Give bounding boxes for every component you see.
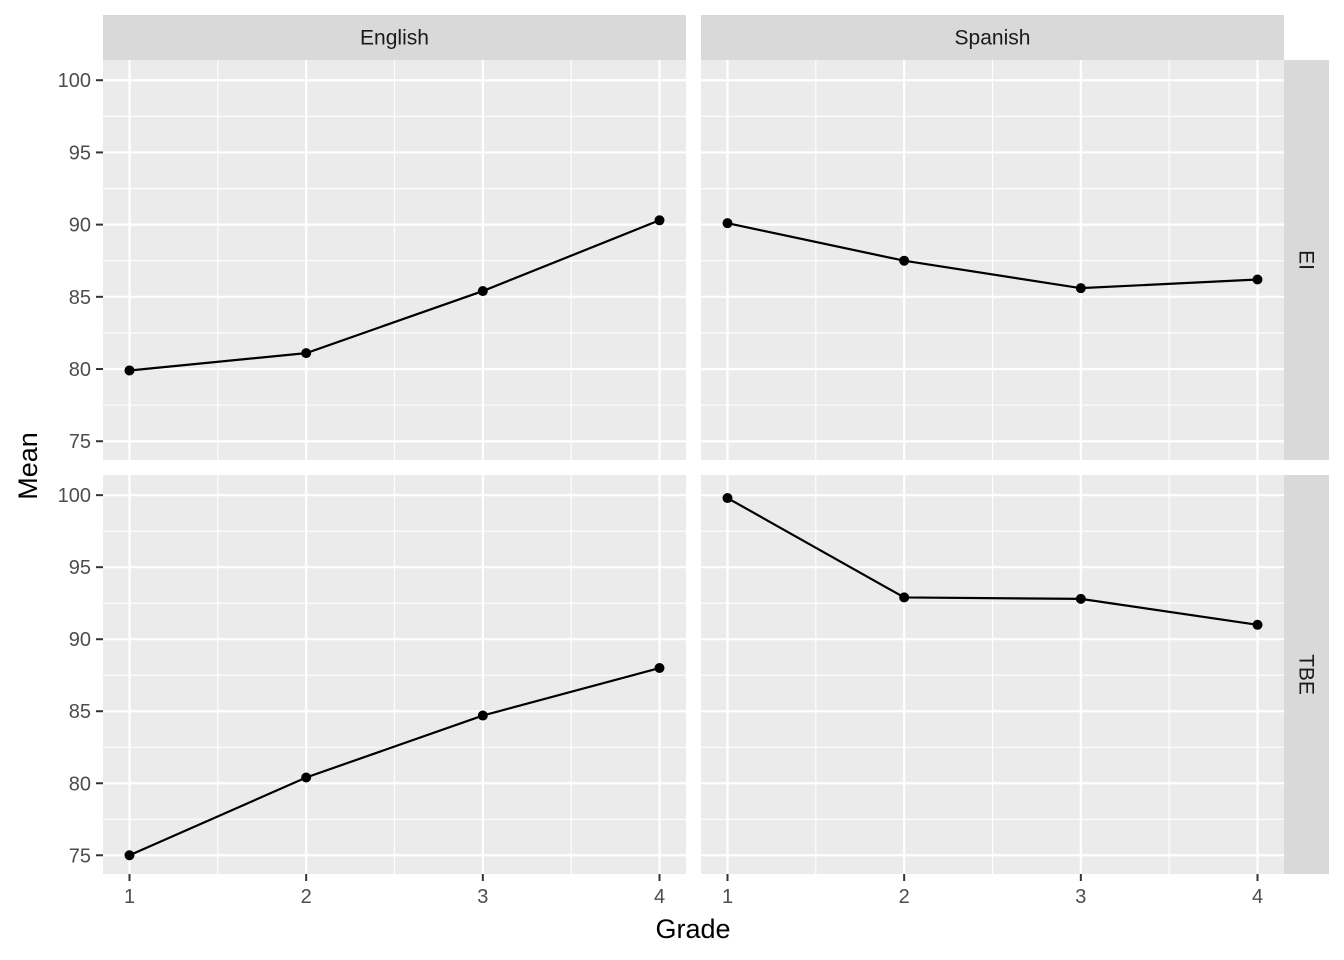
series-line xyxy=(129,666,660,857)
data-point xyxy=(1075,593,1086,604)
strip-label: TBE xyxy=(1295,654,1318,695)
strip-ei: EI xyxy=(1284,60,1329,460)
panels-layer xyxy=(103,60,1284,874)
y-tick-label: 100 xyxy=(58,485,91,507)
strip-label: English xyxy=(360,27,429,50)
strip-background xyxy=(1284,60,1329,460)
data-point xyxy=(301,348,312,359)
data-point xyxy=(1252,274,1263,285)
strip-tbe: TBE xyxy=(1284,475,1329,874)
data-point xyxy=(124,365,135,376)
x-axis-title: Grade xyxy=(655,914,730,944)
y-tick-label: 85 xyxy=(69,287,91,309)
x-tick-label: 4 xyxy=(1252,886,1263,908)
strip-background xyxy=(701,15,1284,60)
strips-layer: English Spanish EI TBE xyxy=(103,15,1329,874)
y-tick-label: 90 xyxy=(69,215,91,237)
data-point xyxy=(899,255,910,266)
y-axis-title: Mean xyxy=(13,432,43,500)
data-point xyxy=(1075,283,1086,294)
x-tick-label: 2 xyxy=(899,886,910,908)
x-tick-label: 1 xyxy=(124,886,135,908)
panel-english-ei xyxy=(103,60,686,460)
panel-spanish-ei xyxy=(701,60,1284,460)
series-line xyxy=(727,222,1258,290)
strip-english: English xyxy=(103,15,686,60)
series-line xyxy=(129,219,660,372)
panel-spanish-tbe xyxy=(701,475,1284,874)
axes-layer: 75 80 85 90 95 100 75 80 85 90 95 100 1 2 3 4 1 2 3 4 xyxy=(58,70,1263,908)
data-point xyxy=(722,218,733,229)
panel-english-tbe xyxy=(103,475,686,874)
strip-background xyxy=(103,15,686,60)
y-tick-label: 90 xyxy=(69,629,91,651)
y-tick-label: 95 xyxy=(69,142,91,164)
y-tick-label: 85 xyxy=(69,701,91,723)
data-point xyxy=(899,592,910,603)
x-tick-label: 3 xyxy=(477,886,488,908)
x-tick-label: 4 xyxy=(654,886,665,908)
data-point xyxy=(477,286,488,297)
x-tick-label: 1 xyxy=(722,886,733,908)
data-point xyxy=(654,215,665,226)
strip-label: Spanish xyxy=(955,27,1031,50)
data-point xyxy=(1252,619,1263,630)
data-point xyxy=(654,663,665,674)
y-tick-label: 75 xyxy=(69,845,91,867)
series-line xyxy=(726,497,1258,626)
y-tick-label: 95 xyxy=(69,557,91,579)
y-tick-label: 75 xyxy=(69,431,91,453)
y-tick-label: 80 xyxy=(69,773,91,795)
strip-spanish: Spanish xyxy=(701,15,1284,60)
strip-background xyxy=(1284,475,1329,874)
data-point xyxy=(124,850,135,861)
data-point xyxy=(722,493,733,504)
y-tick-label: 80 xyxy=(69,359,91,381)
strip-label: EI xyxy=(1295,250,1318,270)
x-tick-label: 2 xyxy=(301,886,312,908)
data-point xyxy=(477,710,488,721)
x-tick-label: 3 xyxy=(1075,886,1086,908)
data-point xyxy=(301,772,312,783)
y-tick-label: 100 xyxy=(58,70,91,92)
